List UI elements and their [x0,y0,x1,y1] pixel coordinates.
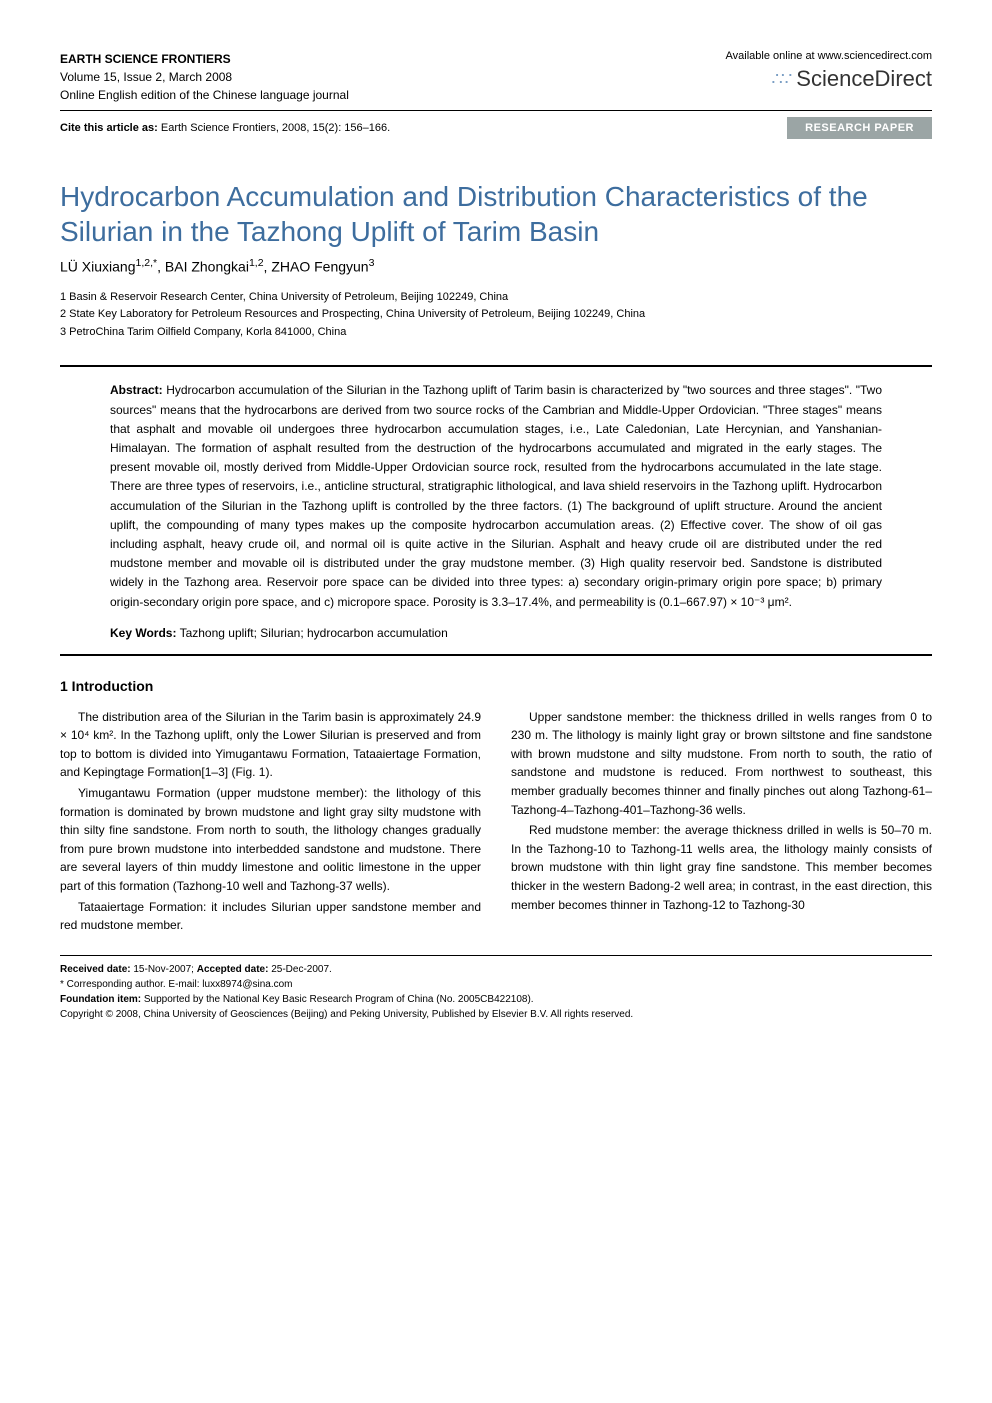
footer-block: Received date: 15-Nov-2007; Accepted dat… [60,962,932,1022]
article-title: Hydrocarbon Accumulation and Distributio… [60,179,932,249]
research-paper-badge: RESEARCH PAPER [787,117,932,139]
footer-divider [60,955,932,956]
copyright-line: Copyright © 2008, China University of Ge… [60,1007,932,1022]
cite-value: Earth Science Frontiers, 2008, 15(2): 15… [158,122,390,134]
foundation-text: Supported by the National Key Basic Rese… [141,994,533,1005]
body-paragraph: Yimugantawu Formation (upper mudstone me… [60,784,481,896]
keywords-label: Key Words: [110,626,176,640]
affiliation-line: 2 State Key Laboratory for Petroleum Res… [60,306,932,324]
abstract-text: Hydrocarbon accumulation of the Silurian… [110,383,882,608]
body-text-columns: The distribution area of the Silurian in… [60,708,932,935]
abstract-label: Abstract: [110,383,163,397]
citation-bar: Cite this article as: Earth Science Fron… [60,110,932,139]
affiliation-line: 3 PetroChina Tarim Oilfield Company, Kor… [60,324,932,342]
sd-brand-text: ScienceDirect [796,66,932,92]
dates-line: Received date: 15-Nov-2007; Accepted dat… [60,962,932,977]
affiliations-block: 1 Basin & Reservoir Research Center, Chi… [60,289,932,342]
journal-name: EARTH SCIENCE FRONTIERS [60,50,349,68]
authors-line: LÜ Xiuxiang1,2,*, BAI Zhongkai1,2, ZHAO … [60,257,932,275]
cite-label: Cite this article as: [60,122,158,134]
edition-info: Online English edition of the Chinese la… [60,86,349,104]
citation-text: Cite this article as: Earth Science Fron… [60,122,390,134]
body-paragraph: Tataaiertage Formation: it includes Silu… [60,898,481,935]
received-text: 15-Nov-2007; [131,964,197,975]
divider-top [60,365,932,367]
available-online-text: Available online at www.sciencedirect.co… [726,50,932,62]
sciencedirect-logo: ∴∵ ScienceDirect [726,66,932,92]
corresponding-author: * Corresponding author. E-mail: luxx8974… [60,977,932,992]
section-1-heading: 1 Introduction [60,678,932,694]
body-paragraph: Red mudstone member: the average thickne… [511,821,932,914]
sd-dots-icon: ∴∵ [771,69,790,90]
affiliation-line: 1 Basin & Reservoir Research Center, Chi… [60,289,932,307]
accepted-label: Accepted date: [197,964,269,975]
body-paragraph: Upper sandstone member: the thickness dr… [511,708,932,820]
abstract-block: Abstract: Hydrocarbon accumulation of th… [60,381,932,611]
received-label: Received date: [60,964,131,975]
volume-info: Volume 15, Issue 2, March 2008 [60,68,349,86]
body-paragraph: The distribution area of the Silurian in… [60,708,481,782]
journal-info-block: EARTH SCIENCE FRONTIERS Volume 15, Issue… [60,50,349,104]
divider-bottom [60,654,932,656]
page-header: EARTH SCIENCE FRONTIERS Volume 15, Issue… [60,50,932,104]
sciencedirect-block: Available online at www.sciencedirect.co… [726,50,932,92]
foundation-line: Foundation item: Supported by the Nation… [60,992,932,1007]
keywords-text: Tazhong uplift; Silurian; hydrocarbon ac… [176,626,447,640]
keywords-block: Key Words: Tazhong uplift; Silurian; hyd… [60,626,932,640]
foundation-label: Foundation item: [60,994,141,1005]
accepted-text: 25-Dec-2007. [268,964,331,975]
